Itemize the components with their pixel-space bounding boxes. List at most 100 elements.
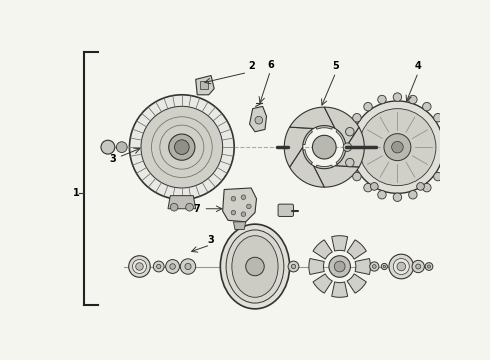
Circle shape xyxy=(378,95,386,104)
Circle shape xyxy=(132,260,147,274)
Circle shape xyxy=(397,262,406,271)
Polygon shape xyxy=(284,127,314,167)
Circle shape xyxy=(393,258,409,275)
Polygon shape xyxy=(336,150,358,174)
Text: 3: 3 xyxy=(109,154,116,164)
Circle shape xyxy=(288,261,299,272)
Circle shape xyxy=(409,95,417,104)
Circle shape xyxy=(343,143,352,152)
Circle shape xyxy=(231,197,236,201)
Circle shape xyxy=(416,264,421,269)
Circle shape xyxy=(245,257,264,276)
Circle shape xyxy=(292,264,295,269)
Circle shape xyxy=(313,135,336,159)
Circle shape xyxy=(412,260,424,273)
Circle shape xyxy=(255,116,263,124)
Circle shape xyxy=(345,127,354,136)
Circle shape xyxy=(170,264,175,269)
Circle shape xyxy=(422,183,431,192)
Polygon shape xyxy=(309,258,324,274)
Circle shape xyxy=(383,265,386,268)
Polygon shape xyxy=(324,107,359,147)
Circle shape xyxy=(334,261,345,272)
Circle shape xyxy=(434,113,442,122)
Circle shape xyxy=(389,254,414,279)
Circle shape xyxy=(425,263,433,270)
FancyBboxPatch shape xyxy=(278,204,294,216)
Circle shape xyxy=(378,190,386,199)
Polygon shape xyxy=(336,120,358,145)
Circle shape xyxy=(422,103,431,111)
Polygon shape xyxy=(332,282,347,297)
Polygon shape xyxy=(332,236,347,251)
Polygon shape xyxy=(313,274,332,293)
Circle shape xyxy=(246,204,251,209)
Circle shape xyxy=(434,172,442,181)
Circle shape xyxy=(372,265,376,268)
Circle shape xyxy=(241,212,245,216)
Text: 5: 5 xyxy=(332,61,339,71)
Circle shape xyxy=(364,183,372,192)
Text: 6: 6 xyxy=(267,60,274,70)
Polygon shape xyxy=(291,150,313,174)
Text: 7: 7 xyxy=(194,204,200,214)
Circle shape xyxy=(409,190,417,199)
Ellipse shape xyxy=(226,230,284,303)
Circle shape xyxy=(351,101,443,193)
Circle shape xyxy=(364,103,372,111)
Circle shape xyxy=(329,256,350,277)
Text: 3: 3 xyxy=(207,235,214,244)
Text: 2: 2 xyxy=(248,61,254,71)
Circle shape xyxy=(443,143,452,152)
Circle shape xyxy=(381,264,388,270)
Circle shape xyxy=(153,261,164,272)
Polygon shape xyxy=(168,195,196,209)
Circle shape xyxy=(393,93,402,101)
Circle shape xyxy=(370,262,379,271)
Circle shape xyxy=(441,127,449,136)
Circle shape xyxy=(136,263,143,270)
Circle shape xyxy=(186,203,194,211)
Circle shape xyxy=(185,264,191,270)
Circle shape xyxy=(169,134,195,160)
Circle shape xyxy=(393,193,402,202)
Polygon shape xyxy=(314,166,359,187)
Circle shape xyxy=(359,109,436,186)
Circle shape xyxy=(370,183,378,190)
Circle shape xyxy=(384,134,411,161)
Polygon shape xyxy=(222,188,257,222)
Polygon shape xyxy=(290,107,335,129)
Circle shape xyxy=(141,106,222,188)
Circle shape xyxy=(392,141,403,153)
Polygon shape xyxy=(335,127,364,167)
Polygon shape xyxy=(196,76,214,95)
Ellipse shape xyxy=(232,236,278,297)
Circle shape xyxy=(353,113,361,122)
Polygon shape xyxy=(311,165,337,181)
Circle shape xyxy=(241,195,245,199)
Circle shape xyxy=(101,140,115,154)
Circle shape xyxy=(427,265,431,268)
Polygon shape xyxy=(347,274,367,293)
Polygon shape xyxy=(347,240,367,259)
Circle shape xyxy=(116,142,127,153)
Circle shape xyxy=(157,264,161,269)
Polygon shape xyxy=(249,106,267,132)
Circle shape xyxy=(180,259,196,274)
Circle shape xyxy=(129,256,150,277)
Polygon shape xyxy=(355,258,370,274)
Circle shape xyxy=(174,140,189,154)
Polygon shape xyxy=(313,240,332,259)
Circle shape xyxy=(231,210,236,215)
Bar xyxy=(200,81,208,89)
Circle shape xyxy=(416,183,424,190)
Circle shape xyxy=(129,95,234,199)
Ellipse shape xyxy=(220,224,290,309)
Text: 4: 4 xyxy=(415,61,421,71)
Circle shape xyxy=(345,158,354,167)
Circle shape xyxy=(353,172,361,181)
Polygon shape xyxy=(233,222,245,230)
Polygon shape xyxy=(291,120,313,145)
Text: 1: 1 xyxy=(73,188,80,198)
Polygon shape xyxy=(311,113,337,129)
